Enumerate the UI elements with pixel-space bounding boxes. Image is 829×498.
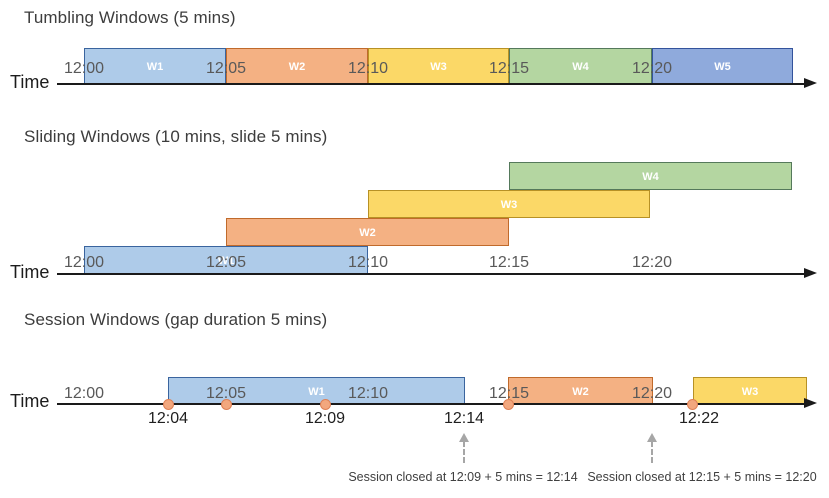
time-axis-line	[57, 83, 806, 85]
window-box: W4	[509, 162, 792, 190]
axis-tick-label: 12:15	[488, 60, 530, 77]
window-box: W2	[226, 48, 368, 84]
window-box: W3	[693, 377, 807, 405]
callout-arrow-up-icon	[647, 433, 657, 442]
event-dot	[503, 399, 514, 410]
window-box: W3	[368, 190, 650, 218]
window-box: W3	[368, 48, 509, 84]
diagram-title: Tumbling Windows (5 mins)	[24, 8, 236, 27]
event-dot	[163, 399, 174, 410]
axis-tick-label: 12:15	[488, 385, 530, 402]
diagram-title: Session Windows (gap duration 5 mins)	[24, 310, 328, 329]
time-axis-label: Time	[10, 72, 50, 92]
event-time-label: 12:22	[678, 410, 720, 427]
axis-arrow-right-icon	[804, 78, 817, 88]
axis-tick-label: 12:20	[631, 385, 673, 402]
callout-arrow-up-icon	[459, 433, 469, 442]
window-box: W1	[84, 48, 226, 84]
callout-text: Session closed at 12:15 + 5 mins = 12:20	[587, 470, 817, 484]
axis-arrow-right-icon	[804, 398, 817, 408]
event-time-label: 12:14	[443, 410, 485, 427]
diagram-title: Sliding Windows (10 mins, slide 5 mins)	[24, 127, 328, 146]
time-axis-label: Time	[10, 262, 50, 282]
time-axis-line	[57, 403, 806, 405]
time-axis-line	[57, 273, 806, 275]
axis-tick-label: 12:05	[205, 385, 247, 402]
axis-tick-label: 12:15	[488, 254, 530, 271]
callout-arrow-up-icon	[651, 441, 653, 463]
axis-tick-label: 12:00	[63, 254, 105, 271]
event-time-label: 12:09	[304, 410, 346, 427]
axis-tick-label: 12:05	[205, 60, 247, 77]
window-box: W5	[652, 48, 793, 84]
event-dot	[320, 399, 331, 410]
axis-arrow-right-icon	[804, 268, 817, 278]
window-box: W2	[226, 218, 509, 246]
axis-tick-label: 12:00	[63, 60, 105, 77]
callout-arrow-up-icon	[463, 441, 465, 463]
axis-tick-label: 12:00	[63, 385, 105, 402]
event-dot	[687, 399, 698, 410]
window-box: W4	[509, 48, 652, 84]
axis-tick-label: 12:10	[347, 254, 389, 271]
axis-tick-label: 12:10	[347, 385, 389, 402]
axis-tick-label: 12:05	[205, 254, 247, 271]
window-box: W1	[84, 246, 368, 274]
callout-text: Session closed at 12:09 + 5 mins = 12:14	[348, 470, 578, 484]
axis-tick-label: 12:20	[631, 60, 673, 77]
axis-tick-label: 12:20	[631, 254, 673, 271]
event-dot	[221, 399, 232, 410]
event-time-label: 12:04	[147, 410, 189, 427]
axis-tick-label: 12:10	[347, 60, 389, 77]
time-axis-label: Time	[10, 391, 50, 411]
